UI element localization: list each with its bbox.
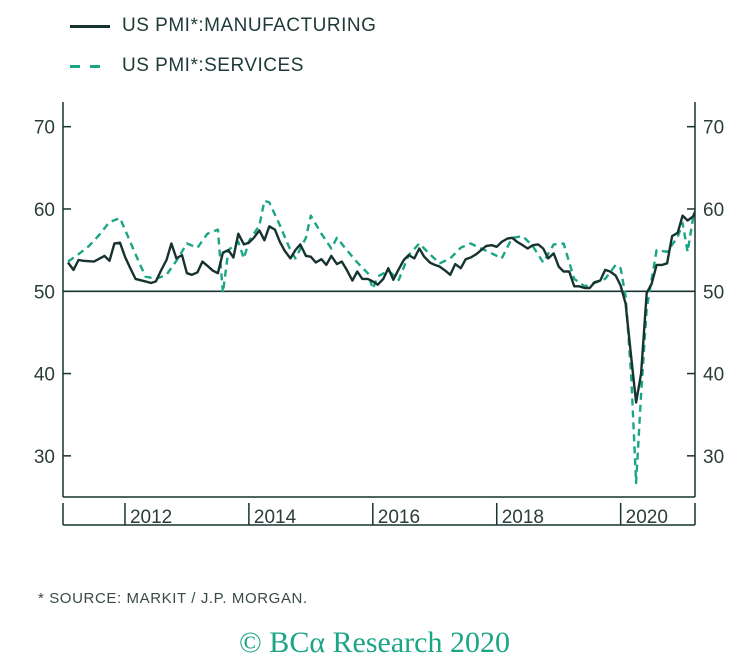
y-tick-label-right: 30 [703,447,724,468]
legend-label-manufacturing: US PMI*:MANUFACTURING [122,15,377,36]
y-tick-label-left: 40 [34,365,55,386]
legend-swatch-solid [70,24,110,28]
pmi-line-chart: 30 30 40 40 50 50 60 60 70 70 2012 2014 2016 2018 2020 [34,102,724,528]
x-tick-label: 2014 [254,507,297,528]
x-tick-label: 2018 [502,507,544,528]
x-tick-label: 2012 [130,507,172,528]
y-tick-label-right: 50 [703,282,724,303]
copyright-logo: © BCα Research 2020 [239,626,510,659]
y-tick-label-right: 40 [703,365,724,386]
series-line-services [67,199,695,485]
legend: US PMI*:MANUFACTURING US PMI*:SERVICES [70,6,376,86]
x-tick-label: 2016 [378,507,420,528]
y-tick-label-left: 30 [34,447,55,468]
y-tick-label-left: 60 [34,200,55,221]
y-tick-label-right: 70 [703,118,724,139]
y-tick-label-right: 60 [703,200,724,221]
legend-swatch-dashed [70,64,110,68]
y-tick-label-left: 70 [34,118,55,139]
source-footnote: * SOURCE: MARKIT / J.P. MORGAN. [38,590,308,607]
legend-item-services: US PMI*:SERVICES [70,46,376,86]
y-tick-label-left: 50 [34,282,55,303]
series-line-manufacturing [67,209,695,404]
legend-item-manufacturing: US PMI*:MANUFACTURING [70,6,376,46]
x-tick-label: 2020 [626,507,668,528]
legend-label-services: US PMI*:SERVICES [122,55,304,76]
